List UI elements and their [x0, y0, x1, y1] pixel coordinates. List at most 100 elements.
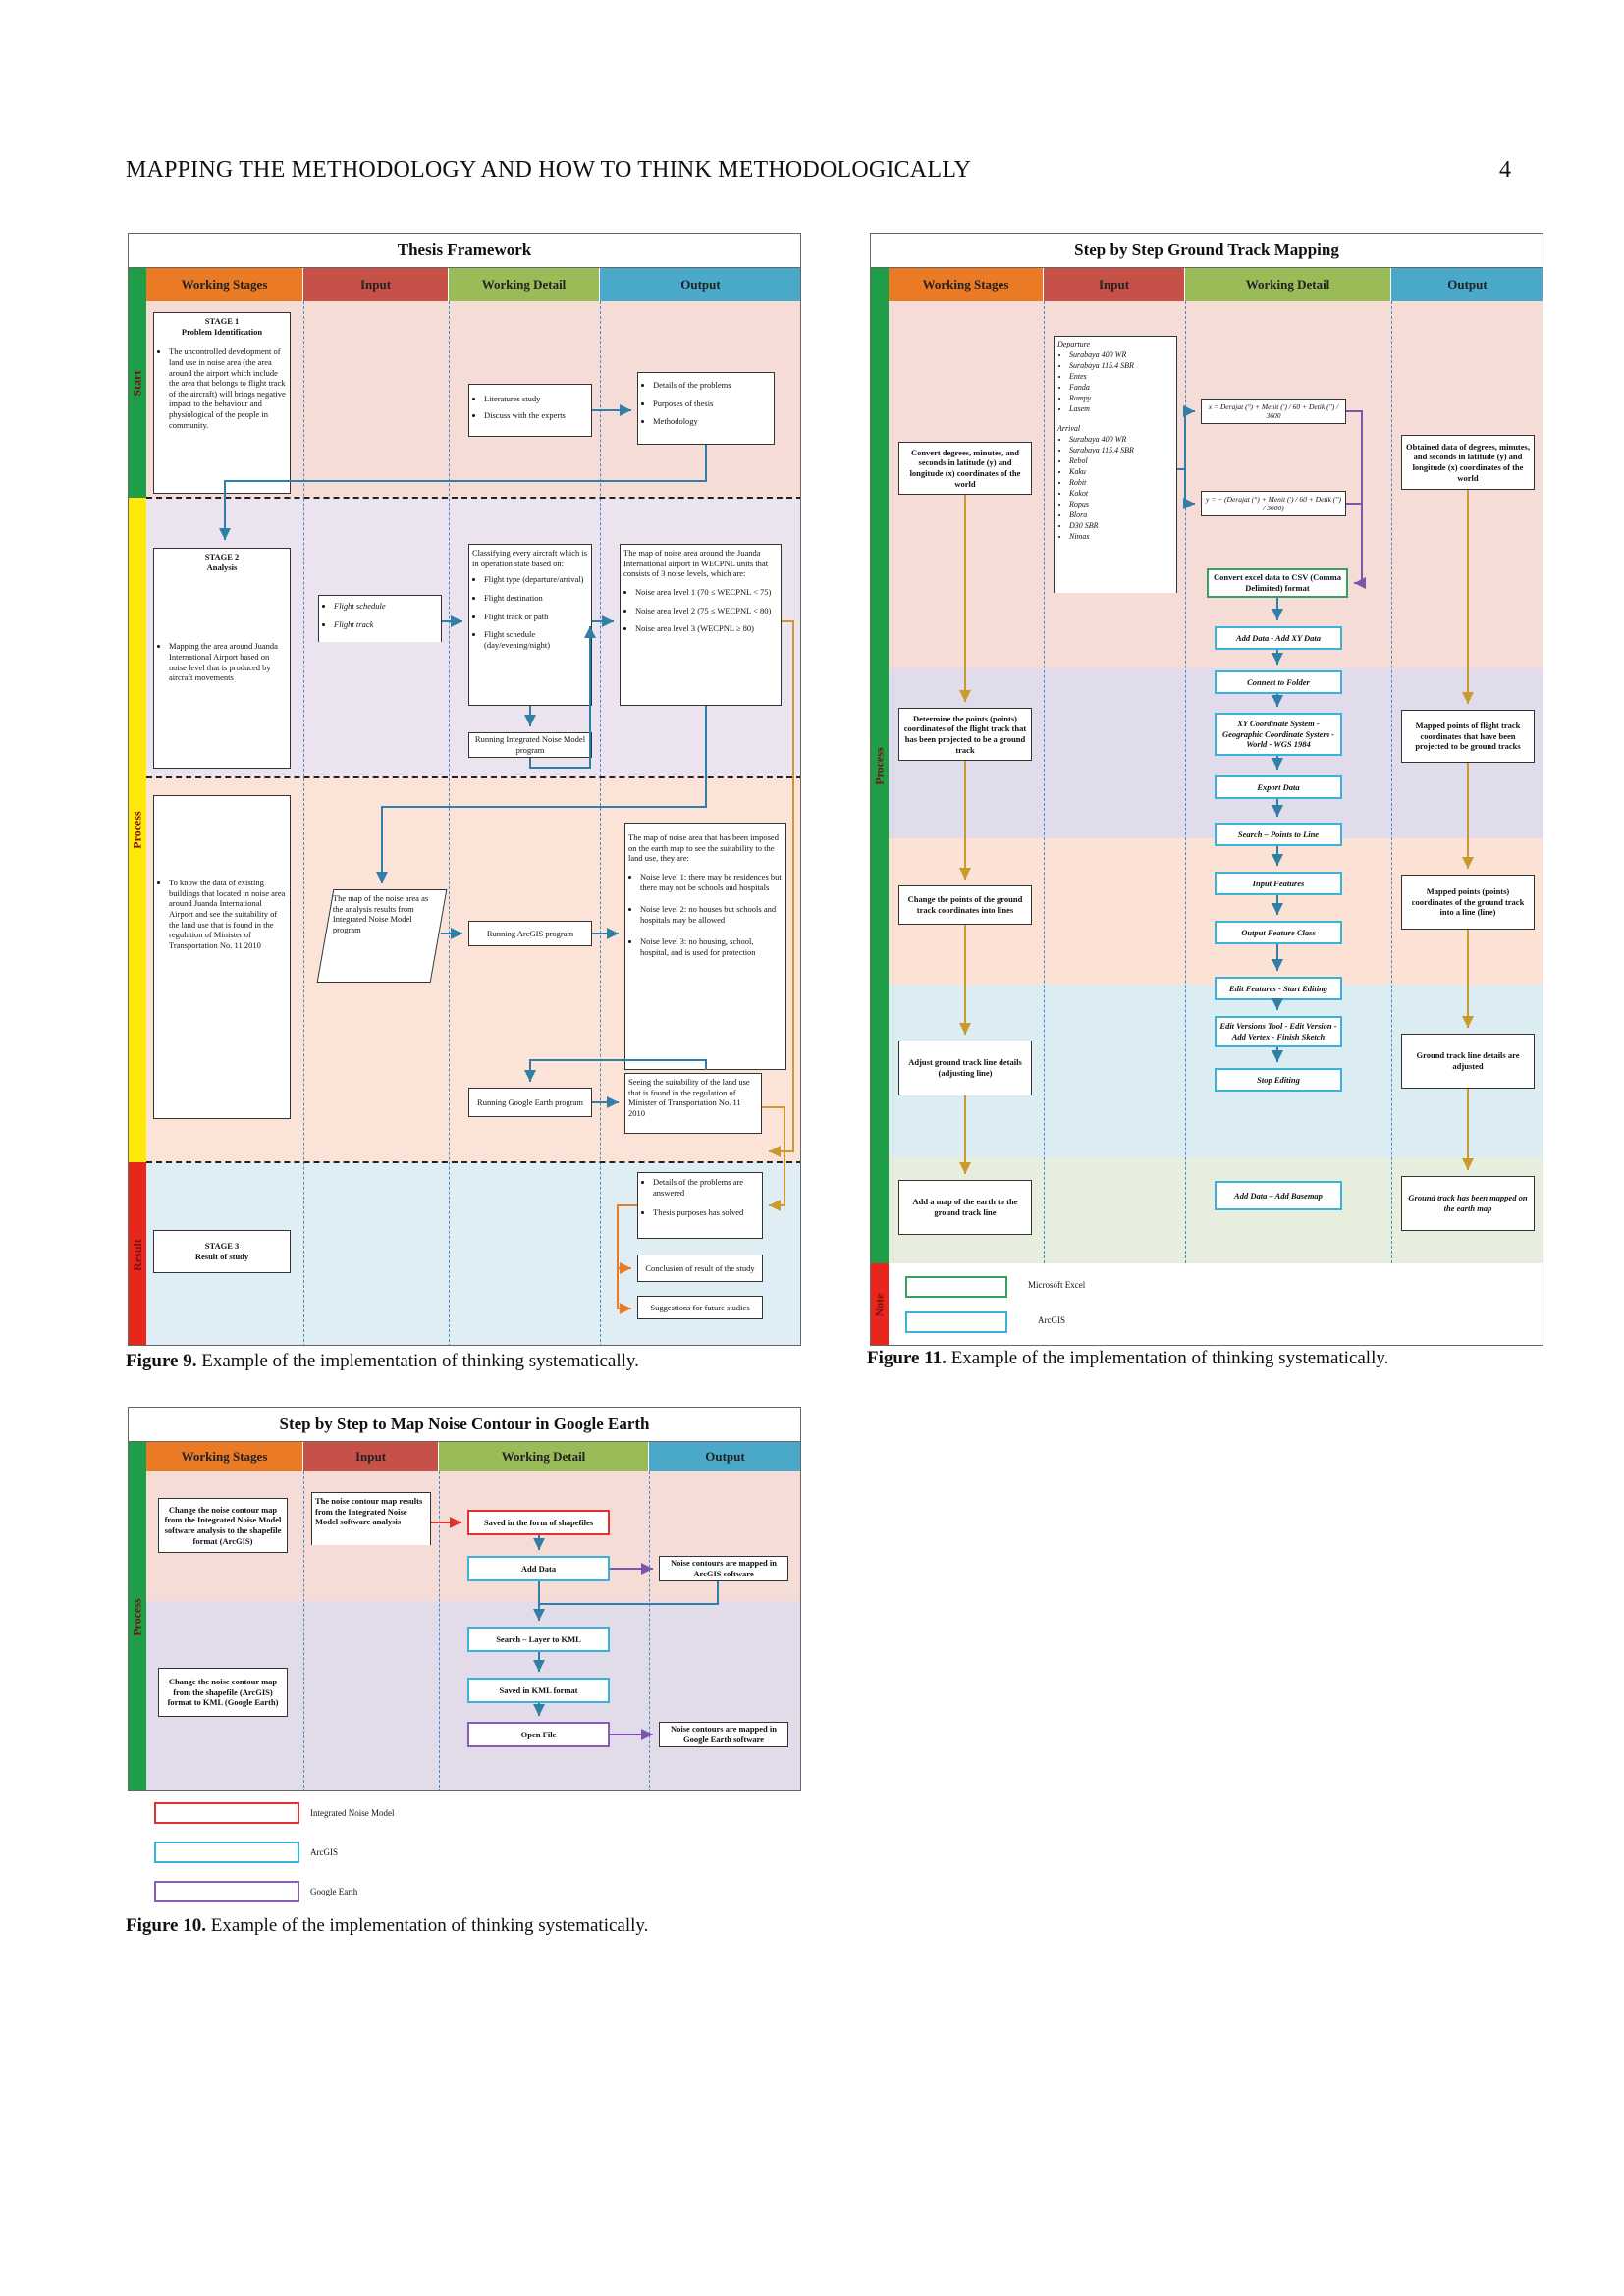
legend-arcgis-label: ArcGIS — [310, 1847, 338, 1857]
inm-run-box: Running Integrated Noise Model program — [468, 732, 592, 758]
output-mapped-earth: Ground track has been mapped on the eart… — [1401, 1176, 1535, 1231]
output-line: Mapped points (points) coordinates of th… — [1401, 875, 1535, 930]
stage-divider — [146, 497, 800, 499]
stage-2-box: STAGE 2 Analysis Mapping the area around… — [153, 548, 291, 769]
arrow — [1183, 469, 1195, 509]
arrow — [376, 706, 707, 883]
running-head: MAPPING THE METHODOLOGY AND HOW TO THINK… — [126, 157, 972, 183]
legend-arcgis-swatch — [905, 1311, 1007, 1333]
arrival-waypoint: D30 SBR — [1069, 521, 1173, 531]
arrival-waypoint: Surabaya 400 WR — [1069, 435, 1173, 445]
figure-11-caption: Figure 11. Example of the implementation… — [867, 1348, 1388, 1369]
col-working-stages: Working Stages — [146, 268, 303, 301]
departure-waypoint: Rampy — [1069, 394, 1173, 403]
inm-run-label: Running Integrated Noise Model program — [474, 734, 586, 755]
stage-3-subtitle: Result of study — [194, 1252, 249, 1261]
col-separator — [439, 1471, 440, 1790]
suggestions-text: Suggestions for future studies — [650, 1302, 750, 1312]
figure-11-caption-text: Example of the implementation of thinkin… — [946, 1348, 1389, 1368]
arrival-waypoint: Nimas — [1069, 532, 1173, 542]
legend-excel-label: Microsoft Excel — [1028, 1280, 1086, 1290]
side-process: Process — [129, 498, 146, 1162]
stage-3-title: STAGE 3 — [204, 1241, 240, 1252]
stage-3-box: STAGE 3 Result of study — [153, 1230, 291, 1273]
arrival-waypoint: Ropus — [1069, 500, 1173, 509]
step-output-feature-class: Output Feature Class — [1215, 921, 1342, 944]
step-start-editing: Edit Features - Start Editing — [1215, 977, 1342, 1000]
legend-arcgis-swatch — [154, 1842, 299, 1863]
col-separator — [649, 1471, 650, 1790]
flight-input-item: Flight schedule — [334, 601, 438, 612]
flight-input-doc: Flight schedule Flight track — [318, 595, 442, 642]
imposed-intro: The map of noise area that has been impo… — [628, 832, 779, 864]
step-add-basemap: Add Data – Add Basemap — [1215, 1181, 1342, 1210]
step-stop-editing: Stop Editing — [1215, 1068, 1342, 1092]
arrival-waypoint: Kaku — [1069, 467, 1173, 477]
flight-input-item: Flight track — [334, 619, 438, 630]
figure-11-ground-track: Step by Step Ground Track Mapping Workin… — [870, 233, 1543, 1346]
figure-9-caption-label: Figure 9. — [126, 1351, 197, 1371]
arrow — [617, 1204, 637, 1314]
side-start: Start — [129, 268, 146, 498]
stage-1-bullet: The uncontrolled development of land use… — [169, 347, 287, 430]
classify-item: Flight destination — [484, 593, 588, 604]
arrow — [524, 1059, 707, 1082]
arrival-waypoint: Blora — [1069, 510, 1173, 520]
result-box: Details of the problems are answered Thes… — [637, 1172, 763, 1239]
stage-determine: Determine the points (points) coordinate… — [898, 708, 1032, 761]
conclusion-text: Conclusion of result of the study — [645, 1262, 755, 1273]
stage-kml: Change the noise contour map from the sh… — [158, 1668, 288, 1717]
col-separator — [449, 301, 450, 1345]
side-result: Result — [129, 1162, 146, 1345]
formula-y: y = − (Derajat (°) + Menit (') / 60 + De… — [1201, 491, 1346, 516]
step-add-xy: Add Data - Add XY Data — [1215, 626, 1342, 650]
legend-inm-swatch — [154, 1802, 299, 1824]
stage-2-bullet: Mapping the area around Juanda Internati… — [169, 641, 287, 683]
arrow — [529, 626, 596, 769]
noise-level: Noise area level 3 (WECPNL ≥ 80) — [635, 623, 778, 634]
col-input: Input — [303, 268, 449, 301]
figure-10-noise-contour: Step by Step to Map Noise Contour in Goo… — [128, 1407, 801, 1791]
figure-9-connectors — [219, 404, 794, 1314]
step-saved-shapefiles: Saved in the form of shapefiles — [467, 1510, 610, 1535]
col-output: Output — [649, 1442, 800, 1471]
arcgis-run-box: Running ArcGIS program — [468, 921, 592, 946]
output-adjusted: Ground track line details are adjusted — [1401, 1034, 1535, 1089]
stage-1-output-item: Purposes of thesis — [653, 399, 771, 409]
legend-inm-label: Integrated Noise Model — [310, 1808, 395, 1818]
col-input: Input — [303, 1442, 439, 1471]
classify-box: Classifying every aircraft which is in o… — [468, 544, 592, 706]
stage-divider — [146, 1161, 800, 1163]
noise-map-box: The map of noise area around the Juanda … — [620, 544, 782, 706]
col-working-stages: Working Stages — [146, 1442, 303, 1471]
departure-waypoint: Entes — [1069, 372, 1173, 382]
noise-level: Noise area level 1 (70 ≤ WECPNL < 75) — [635, 587, 778, 598]
arrival-waypoint: Surabaya 115.4 SBR — [1069, 446, 1173, 455]
output-mapped-points: Mapped points of flight track coordinate… — [1401, 710, 1535, 763]
arrow — [1346, 410, 1366, 589]
literature-box: Literatures study Discuss with the expert… — [468, 384, 592, 437]
stage-1-output-item: Methodology — [653, 416, 771, 427]
noise-map-intro: The map of noise area around the Juanda … — [623, 548, 769, 579]
classify-item: Flight schedule (day/evening/night) — [484, 629, 588, 650]
result-item: Details of the problems are answered — [653, 1177, 759, 1198]
legend-arcgis-label: ArcGIS — [1038, 1315, 1065, 1325]
classify-item: Flight type (departure/arrival) — [484, 574, 588, 585]
side-note: Note — [871, 1263, 889, 1345]
output-arcgis: Noise contours are mapped in ArcGIS soft… — [659, 1556, 788, 1581]
imposed-item: Noise level 1: there may be residences b… — [640, 872, 783, 892]
arrival-waypoint: Kokot — [1069, 489, 1173, 499]
stage-1-title: STAGE 1 — [204, 316, 240, 326]
arrival-waypoint: Robit — [1069, 478, 1173, 488]
legend-google-earth-label: Google Earth — [310, 1887, 358, 1896]
col-separator — [303, 1471, 304, 1790]
figure-9-thesis-framework: Thesis Framework Working Stages Input Wo… — [128, 233, 801, 1346]
stage-1-subtitle: Problem Identification — [181, 326, 263, 337]
google-earth-run-box: Running Google Earth program — [468, 1088, 592, 1117]
side-process: Process — [871, 268, 889, 1263]
step-edit-version: Edit Versions Tool - Edit Version - Add … — [1215, 1016, 1342, 1047]
google-earth-run-label: Running Google Earth program — [477, 1096, 583, 1107]
col-separator — [600, 301, 601, 1345]
stage-adjust: Adjust ground track line details (adjust… — [898, 1041, 1032, 1095]
departure-label: Departure — [1057, 340, 1091, 348]
